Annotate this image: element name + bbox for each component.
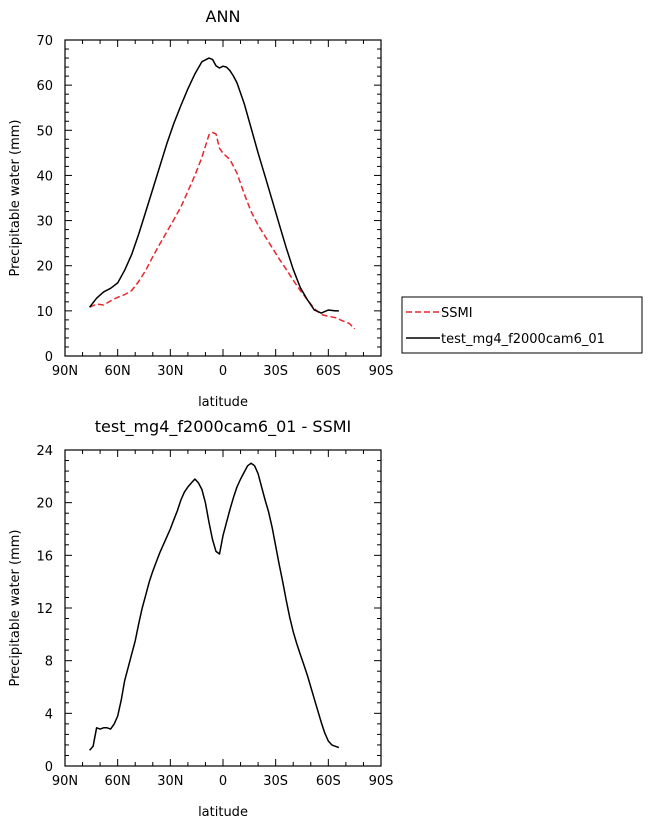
panel-bottom: test_mg4_f2000cam6_01 - SSMI 90N 60N 30N 0 3…	[8, 417, 393, 820]
x-tick-label: 60S	[316, 364, 341, 379]
y-tick-label: 0	[45, 350, 53, 365]
y-tick-label: 40	[36, 169, 53, 184]
legend-box	[401, 296, 643, 354]
y-tick-label: 20	[36, 260, 53, 275]
y-tick-label: 10	[36, 305, 53, 320]
panel-top: ANN 90N 60N 30N 0 30S 60S 90S 0 10 20 30 40 50 60 70 l…	[8, 7, 393, 410]
x-tick-label: 60N	[105, 774, 131, 789]
y-tick-label: 20	[36, 497, 53, 512]
axes-ticks	[64, 449, 382, 767]
y-tick-label: 12	[36, 602, 53, 617]
plot-frame	[64, 39, 382, 357]
y-tick-label: 16	[36, 549, 53, 564]
legend: SSMI test_mg4_f2000cam6_01	[401, 296, 643, 354]
x-tick-label: 30S	[263, 774, 288, 789]
legend-label-ssmi: SSMI	[441, 306, 473, 321]
tick-labels: 90N 60N 30N 0 30S 60S 90S 0 10 20 30 40 50 60 70	[36, 34, 393, 379]
y-tick-label: 8	[45, 655, 53, 670]
x-tick-label: 0	[219, 774, 227, 789]
series-line-difference	[89, 462, 340, 751]
chart-title: ANN	[206, 7, 241, 26]
x-axis-label: latitude	[198, 805, 248, 820]
series-line-ssmi	[89, 131, 356, 330]
y-tick-label: 0	[45, 760, 53, 775]
tick-labels: 90N 60N 30N 0 30S 60S 90S 0 4 8 12 16 20 24	[36, 444, 393, 789]
legend-label-test: test_mg4_f2000cam6_01	[441, 332, 605, 347]
chart-title: test_mg4_f2000cam6_01 - SSMI	[95, 417, 352, 437]
axes-ticks	[64, 39, 382, 357]
x-tick-label: 90N	[52, 364, 78, 379]
plot-frame	[64, 449, 382, 767]
series-layer	[89, 57, 356, 330]
x-tick-label: 90S	[369, 364, 394, 379]
y-tick-label: 24	[36, 444, 53, 459]
x-tick-label: 60S	[316, 774, 341, 789]
y-tick-label: 4	[45, 707, 53, 722]
y-tick-label: 30	[36, 215, 53, 230]
x-tick-label: 90N	[52, 774, 78, 789]
x-tick-label: 0	[219, 364, 227, 379]
x-tick-label: 30N	[157, 774, 183, 789]
y-axis-label: Precipitable water (mm)	[8, 120, 23, 277]
y-tick-label: 50	[36, 124, 53, 139]
y-tick-label: 70	[36, 34, 53, 49]
x-tick-label: 60N	[105, 364, 131, 379]
y-tick-label: 60	[36, 79, 53, 94]
x-tick-label: 30N	[157, 364, 183, 379]
x-tick-label: 30S	[263, 364, 288, 379]
x-tick-label: 90S	[369, 774, 394, 789]
x-axis-label: latitude	[198, 395, 248, 410]
series-layer	[89, 462, 340, 751]
series-line-test-mg4-f2000cam6-01	[89, 57, 339, 314]
y-axis-label: Precipitable water (mm)	[8, 530, 23, 687]
